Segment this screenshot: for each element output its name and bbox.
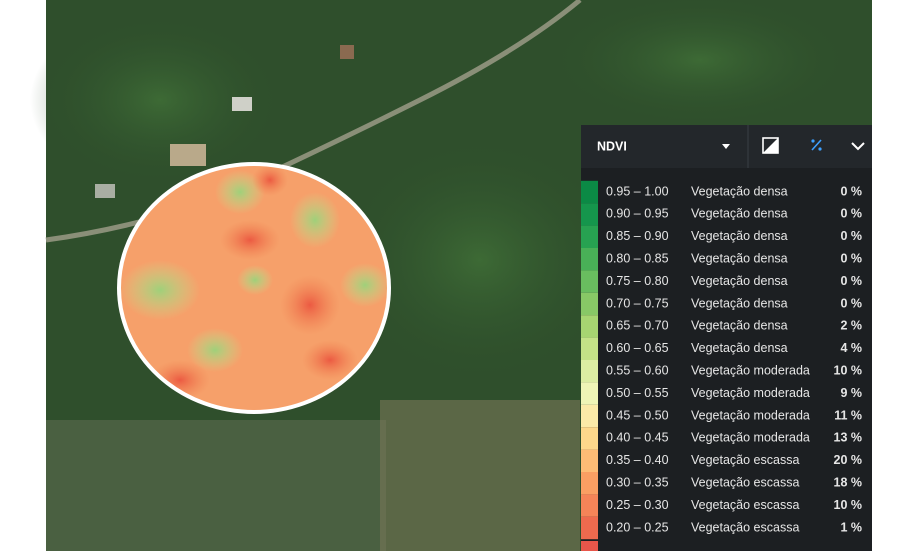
legend-rows: 0.95 – 1.00 Vegetação densa 0 % 0.90 – 0.95… [581,180,863,540]
percent-label: 18 % [834,475,863,489]
range-label: 0.80 – 0.85 [606,251,669,265]
legend-swatch [581,315,598,338]
legend-swatch [581,516,598,540]
legend-swatch [581,449,598,472]
class-label: Vegetação densa [691,319,788,333]
percent-label: 9 % [840,386,862,400]
class-label: Vegetação escassa [691,453,799,467]
class-label: Vegetação escassa [691,498,799,512]
percent-label: 0 % [840,207,862,221]
legend-background [581,125,872,551]
terrain [30,0,860,551]
range-label: 0.50 – 0.55 [606,386,669,400]
legend-swatch [581,472,598,495]
legend-swatch [581,270,598,293]
ndvi-overlay [119,164,389,412]
percent-label: 0 % [840,184,862,198]
class-label: Vegetação densa [691,229,788,243]
contrast-button[interactable] [762,137,779,154]
percent-label: 10 % [834,498,863,512]
field-boundary [117,162,391,414]
percent-label: 2 % [840,319,862,333]
range-label: 0.25 – 0.30 [606,498,669,512]
range-label: 0.90 – 0.95 [606,207,669,221]
legend-swatch [581,180,598,204]
class-label: Vegetação densa [691,296,788,310]
range-label: 0.30 – 0.35 [606,475,669,489]
legend-swatch [581,203,598,226]
percent-label: 10 % [834,363,863,377]
percent-button[interactable] [811,139,822,151]
range-label: 0.45 – 0.50 [606,408,669,422]
percent-label: 0 % [840,274,862,288]
class-label: Vegetação moderada [691,408,810,422]
dropdown-arrow[interactable] [722,144,730,149]
percent-label: 0 % [840,251,862,265]
class-label: Vegetação escassa [691,475,799,489]
class-label: Vegetação densa [691,207,788,221]
legend-panel: NDVI 0.95 – 1.00 Vegetação densa 0 % 0.90 –… [581,125,872,551]
class-label: Vegetação escassa [691,520,799,534]
range-label: 0.95 – 1.00 [606,184,669,198]
percent-label: 11 % [834,408,862,422]
legend-swatch [581,248,598,271]
percent-label: 1 % [840,520,862,534]
percent-label: 13 % [834,431,863,445]
class-label: Vegetação densa [691,341,788,355]
range-label: 0.65 – 0.70 [606,319,669,333]
range-label: 0.20 – 0.25 [606,520,669,534]
range-label: 0.55 – 0.60 [606,363,669,377]
index-selector[interactable]: NDVI [597,139,627,153]
legend-swatch [581,404,598,428]
class-label: Vegetação densa [691,251,788,265]
legend-swatch-partial [581,541,598,551]
percent-label: 0 % [840,296,862,310]
class-label: Vegetação densa [691,184,788,198]
legend-swatch [581,337,598,360]
class-label: Vegetação moderada [691,363,810,377]
legend-swatch [581,494,598,517]
percent-label: 20 % [834,453,863,467]
legend-swatch [581,382,598,405]
legend-swatch [581,427,598,450]
range-label: 0.60 – 0.65 [606,341,669,355]
legend-swatch [581,225,598,248]
class-label: Vegetação moderada [691,431,810,445]
range-label: 0.75 – 0.80 [606,274,669,288]
range-label: 0.85 – 0.90 [606,229,669,243]
range-label: 0.70 – 0.75 [606,296,669,310]
legend-swatch [581,360,598,383]
class-label: Vegetação densa [691,274,788,288]
percent-label: 0 % [840,229,862,243]
legend-swatch [581,292,598,316]
class-label: Vegetação moderada [691,386,810,400]
range-label: 0.35 – 0.40 [606,453,669,467]
range-label: 0.40 – 0.45 [606,431,669,445]
collapse-button[interactable] [851,142,865,151]
percent-label: 4 % [840,341,862,355]
